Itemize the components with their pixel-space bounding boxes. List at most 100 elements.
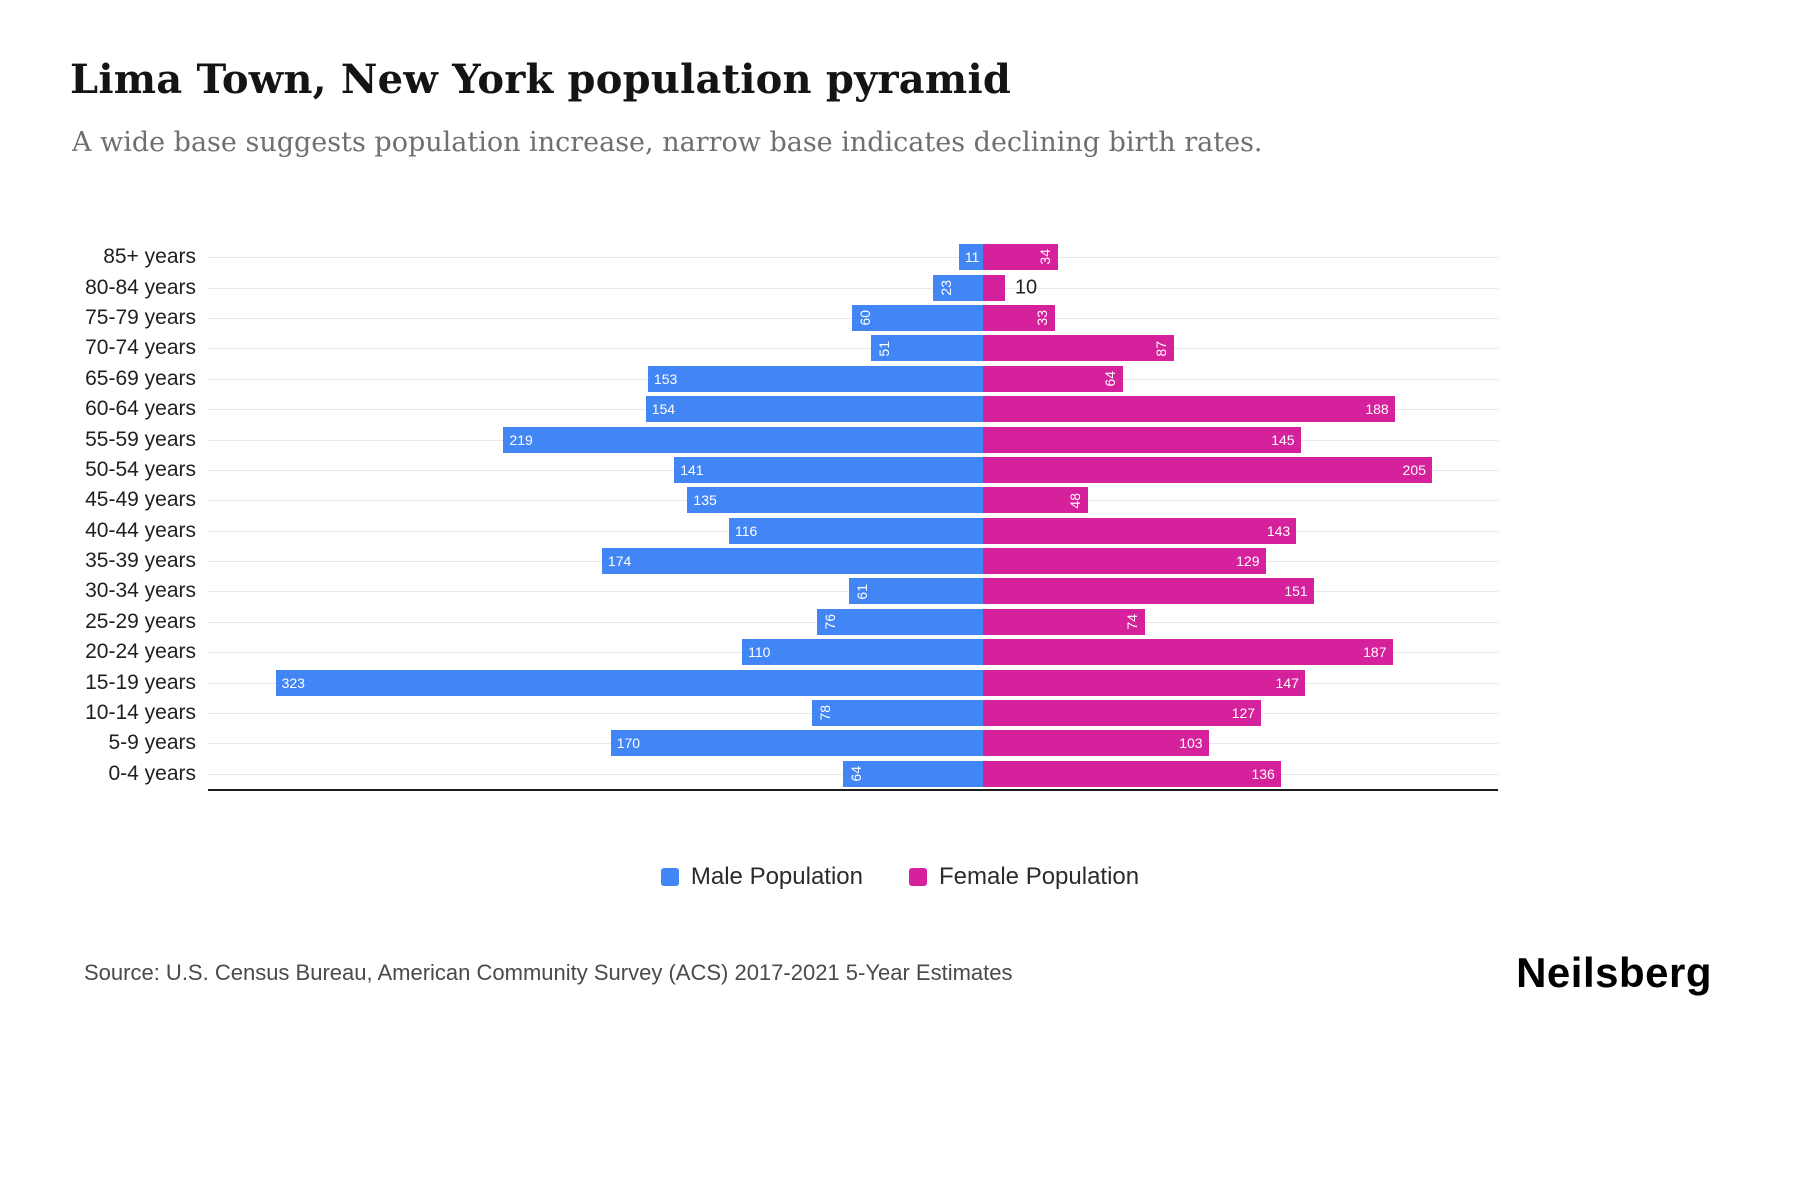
pyramid-row: 45-49 years 135 48 [0,485,1800,515]
female-legend-swatch-icon [909,868,927,887]
chart-footer: Source: U.S. Census Bureau, American Com… [84,949,1712,997]
male-bar[interactable]: 153 [647,365,983,392]
female-bar[interactable]: 74 [983,608,1146,635]
female-value-label: 136 [1251,765,1275,782]
female-bar[interactable]: 136 [983,760,1281,787]
legend-item-male[interactable]: Male Population [660,863,863,891]
age-group-label: 25-29 years [85,609,196,633]
male-value-label: 60 [856,310,873,326]
row-plot: 154 188 [208,394,1498,424]
age-group-label: 15-19 years [85,670,196,694]
row-plot: 174 129 [208,546,1498,576]
pyramid-row: 40-44 years 116 143 [0,516,1800,546]
pyramid-row: 10-14 years 78 127 [0,698,1800,728]
male-bar[interactable]: 116 [729,517,983,544]
pyramid-row: 35-39 years 174 129 [0,546,1800,576]
male-bar[interactable]: 60 [851,304,983,331]
male-bar[interactable]: 51 [871,335,983,362]
gridline [208,257,1498,259]
row-plot: 60 33 [208,303,1498,333]
age-group-label: 40-44 years [85,518,196,542]
male-bar[interactable]: 11 [958,244,983,271]
row-plot: 323 147 [208,667,1498,697]
female-bar[interactable]: 48 [983,487,1089,514]
female-bar[interactable]: 64 [983,365,1124,392]
female-bar[interactable]: 143 [983,517,1297,544]
female-bar[interactable]: 145 [983,426,1301,453]
row-plot: 135 48 [208,485,1498,515]
male-value-label: 174 [607,553,632,570]
male-bar[interactable]: 61 [849,578,983,605]
row-plot: 51 87 [208,333,1498,363]
gridline [208,287,1498,289]
pyramid-row: 75-79 years 60 33 [0,303,1800,333]
female-value-label: 143 [1266,522,1291,539]
row-plot: 11 34 [208,242,1498,272]
female-bar[interactable]: 103 [983,730,1209,757]
age-group-label: 45-49 years [85,488,196,512]
male-value-label: 219 [509,431,533,448]
male-bar[interactable]: 23 [932,274,983,301]
pyramid-rows: 85+ years 11 34 80-84 years 23 10 75-79 … [0,242,1800,789]
female-bar[interactable]: 34 [983,244,1058,271]
male-bar[interactable]: 76 [816,608,983,635]
age-group-label: 60-64 years [85,397,196,421]
male-bar[interactable]: 174 [601,548,983,575]
pyramid-row: 60-64 years 154 188 [0,394,1800,424]
row-plot: 153 64 [208,364,1498,394]
male-bar[interactable]: 141 [674,456,983,483]
female-bar[interactable]: 205 [983,456,1432,483]
female-bar[interactable]: 33 [983,304,1056,331]
male-value-label: 76 [821,614,838,630]
female-bar[interactable]: 151 [983,578,1314,605]
x-axis-line [208,789,1498,792]
pyramid-row: 85+ years 11 34 [0,242,1800,272]
female-bar[interactable]: 129 [983,548,1266,575]
male-value-label: 141 [680,461,704,478]
female-bar[interactable]: 87 [983,335,1174,362]
female-value-label: 129 [1236,553,1260,570]
pyramid-row: 15-19 years 323 147 [0,667,1800,697]
male-bar[interactable]: 135 [687,487,983,514]
legend: Male Population Female Population [0,863,1800,891]
male-bar[interactable]: 78 [812,700,983,727]
female-value-label: 187 [1363,644,1387,661]
pyramid-row: 80-84 years 23 10 [0,272,1800,302]
gridline [208,348,1498,350]
male-bar[interactable]: 170 [610,730,983,757]
female-value-label: 74 [1124,614,1141,630]
female-value-label: 33 [1034,310,1051,326]
male-bar[interactable]: 219 [503,426,983,453]
chart-title: Lima Town, New York population pyramid [70,56,1012,103]
source-text: Source: U.S. Census Bureau, American Com… [84,960,1013,986]
male-bar[interactable]: 64 [842,760,983,787]
male-bar[interactable]: 323 [275,669,983,696]
female-value-label: 48 [1067,492,1084,509]
male-value-label: 153 [653,370,678,387]
female-value-label: 34 [1036,249,1053,265]
female-bar[interactable]: 187 [983,639,1393,666]
row-plot: 219 145 [208,424,1498,454]
female-bar[interactable] [983,274,1005,301]
female-bar[interactable]: 147 [983,669,1305,696]
female-bar[interactable]: 188 [983,396,1395,423]
female-value-label: 147 [1275,674,1299,691]
female-value-label: 188 [1365,401,1389,418]
male-value-label: 51 [876,340,893,357]
legend-item-female[interactable]: Female Population [909,863,1139,891]
row-plot: 78 127 [208,698,1498,728]
age-group-label: 35-39 years [85,549,196,573]
female-bar[interactable]: 127 [983,700,1262,727]
male-bar[interactable]: 110 [742,639,983,666]
female-legend-label: Female Population [939,863,1140,891]
male-bar[interactable]: 154 [645,396,983,423]
row-plot: 64 136 [208,759,1498,789]
pyramid-row: 70-74 years 51 87 [0,333,1800,363]
population-pyramid-chart: 85+ years 11 34 80-84 years 23 10 75-79 … [0,242,1800,792]
pyramid-row: 30-34 years 61 151 [0,576,1800,606]
male-value-label: 323 [281,674,305,691]
row-plot: 170 103 [208,728,1498,758]
age-group-label: 80-84 years [85,275,196,299]
male-value-label: 64 [847,766,864,782]
